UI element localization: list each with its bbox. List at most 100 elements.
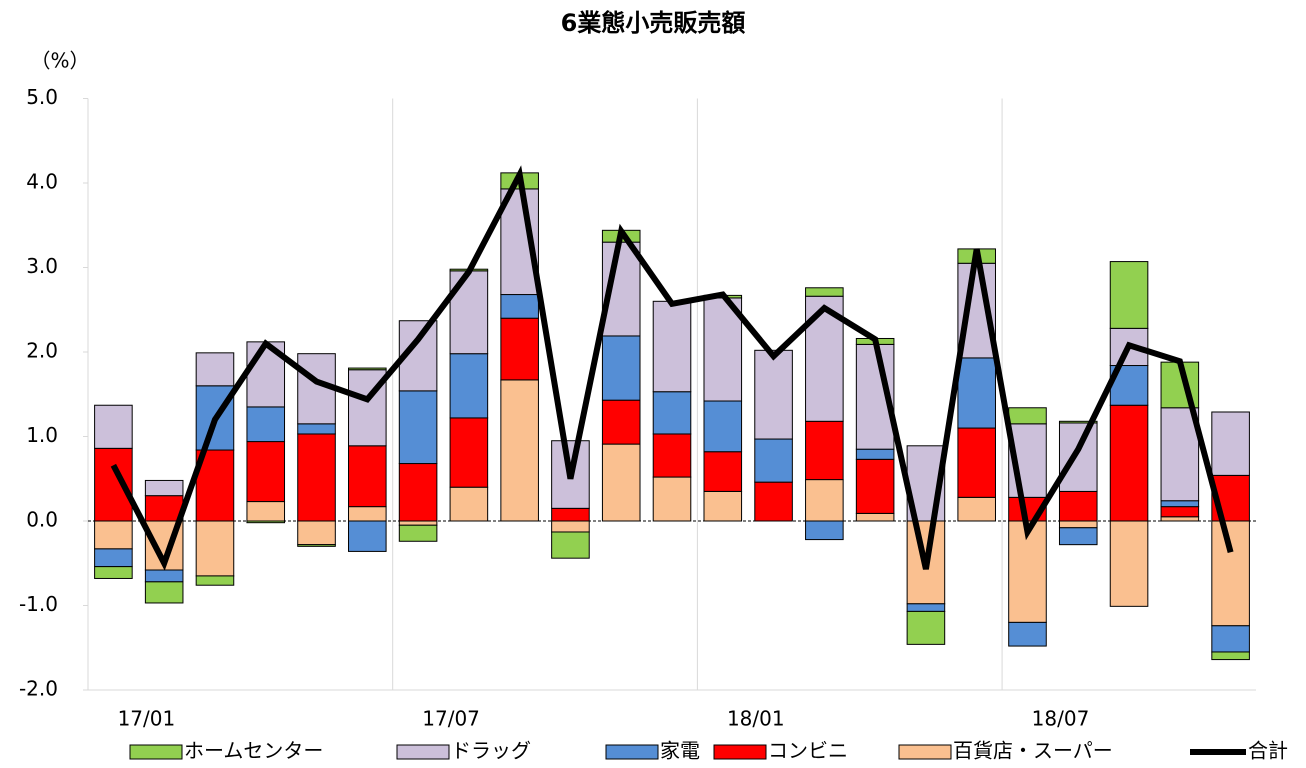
bar-segment	[94, 520, 133, 550]
legend-label: 百貨店・スーパー	[953, 739, 1113, 763]
bar-segment	[805, 479, 844, 522]
bar-segment	[195, 352, 235, 387]
bar-segment	[957, 427, 996, 498]
bar-segment	[1058, 420, 1098, 424]
y-tick-label: 2.0	[26, 339, 58, 363]
bar-segment	[805, 287, 844, 297]
bar-segment	[144, 479, 184, 497]
bar-segment	[195, 575, 235, 586]
bar-segment	[754, 481, 793, 522]
bar-segment	[652, 300, 692, 393]
y-tick-label: -1.0	[19, 592, 58, 616]
bar-segment	[1109, 404, 1149, 522]
bar-segment	[855, 448, 895, 460]
bar-segment	[957, 496, 996, 522]
bar-segment	[1008, 407, 1047, 425]
legend-swatch	[605, 744, 659, 760]
bar-segment	[144, 495, 184, 522]
bar-segment	[348, 520, 387, 552]
bar-segment	[1160, 516, 1200, 522]
legend-label: 家電	[660, 739, 700, 763]
bar-segment	[500, 379, 539, 522]
bar-segment	[1058, 422, 1098, 492]
bar-segment	[703, 451, 743, 492]
bar-segment	[94, 404, 133, 449]
bar-segment	[855, 512, 895, 522]
bar-segment	[1211, 625, 1250, 653]
bar-segment	[1160, 500, 1200, 508]
bar-segment	[195, 520, 235, 577]
bar-segment	[246, 501, 286, 522]
bar-segment	[297, 433, 336, 522]
legend-swatch	[713, 744, 767, 760]
bar-segment	[297, 544, 336, 547]
bar-segment	[1058, 490, 1098, 522]
bar-segment	[601, 335, 641, 401]
bar-segment	[551, 531, 590, 559]
bar-segment	[1058, 520, 1098, 529]
y-tick-label: -2.0	[19, 677, 58, 701]
x-tick-label: 18/07	[1032, 707, 1090, 731]
legend-swatch	[898, 744, 952, 760]
bar-segment	[348, 367, 387, 371]
x-tick-label: 18/01	[727, 707, 785, 731]
bar-segment	[449, 353, 489, 419]
y-axis-label: （%）	[30, 49, 89, 73]
bar-segment	[449, 486, 489, 522]
bar-segment	[754, 349, 793, 440]
legend-label: 合計	[1248, 739, 1288, 763]
bar-segment	[1211, 411, 1250, 476]
y-tick-label: 3.0	[26, 254, 58, 278]
bar-segment	[551, 507, 590, 522]
bar-segment	[601, 241, 641, 337]
bar-segment	[449, 270, 489, 355]
chart-title: 6業態小売販売額	[561, 9, 746, 37]
bar-segment	[500, 317, 539, 381]
legend-label: コンビニ	[768, 739, 848, 763]
bar-segment	[348, 445, 387, 508]
bar-segment	[652, 476, 692, 522]
bar-segment	[297, 520, 336, 546]
bar-segment	[1008, 621, 1047, 647]
bar-segment	[94, 548, 133, 568]
bar-segment	[805, 520, 844, 541]
y-tick-label: 5.0	[26, 85, 58, 109]
bar-segment	[398, 520, 438, 526]
bar-segment	[246, 406, 286, 443]
bar-segment	[805, 420, 844, 481]
total-line	[110, 165, 1234, 571]
bar-segment	[601, 443, 641, 522]
bar-segment	[144, 569, 184, 583]
bar-segment	[1211, 651, 1250, 661]
bar-segment	[398, 390, 438, 465]
bar-segment	[1109, 261, 1149, 329]
bar-segment	[703, 490, 743, 522]
bar-segment	[906, 603, 946, 612]
bar-segment	[1109, 520, 1149, 607]
bar-segment	[1160, 407, 1200, 502]
bar-segment	[1058, 527, 1098, 546]
y-tick-label: 4.0	[26, 170, 58, 194]
bar-segment	[652, 391, 692, 435]
bar-segment	[601, 399, 641, 445]
x-tick-label: 17/01	[118, 707, 176, 731]
bar-segment	[906, 610, 946, 645]
legend-swatch	[129, 744, 183, 760]
bar-segment	[246, 441, 286, 503]
legend-label: ドラッグ	[451, 739, 531, 763]
bar-segment	[449, 417, 489, 488]
bar-segment	[1160, 506, 1200, 518]
legend-label: ホームセンター	[184, 739, 323, 763]
bar-segment	[1211, 520, 1250, 627]
bar-segment	[297, 423, 336, 435]
bar-segment	[652, 433, 692, 478]
bar-segment	[551, 520, 590, 533]
bar-segment	[94, 566, 133, 579]
bar-segment	[144, 581, 184, 604]
y-tick-label: 0.0	[26, 508, 58, 532]
bar-segment	[957, 357, 996, 429]
bar-segment	[500, 294, 539, 319]
x-tick-label: 17/07	[422, 707, 480, 731]
bar-segment	[398, 524, 438, 542]
